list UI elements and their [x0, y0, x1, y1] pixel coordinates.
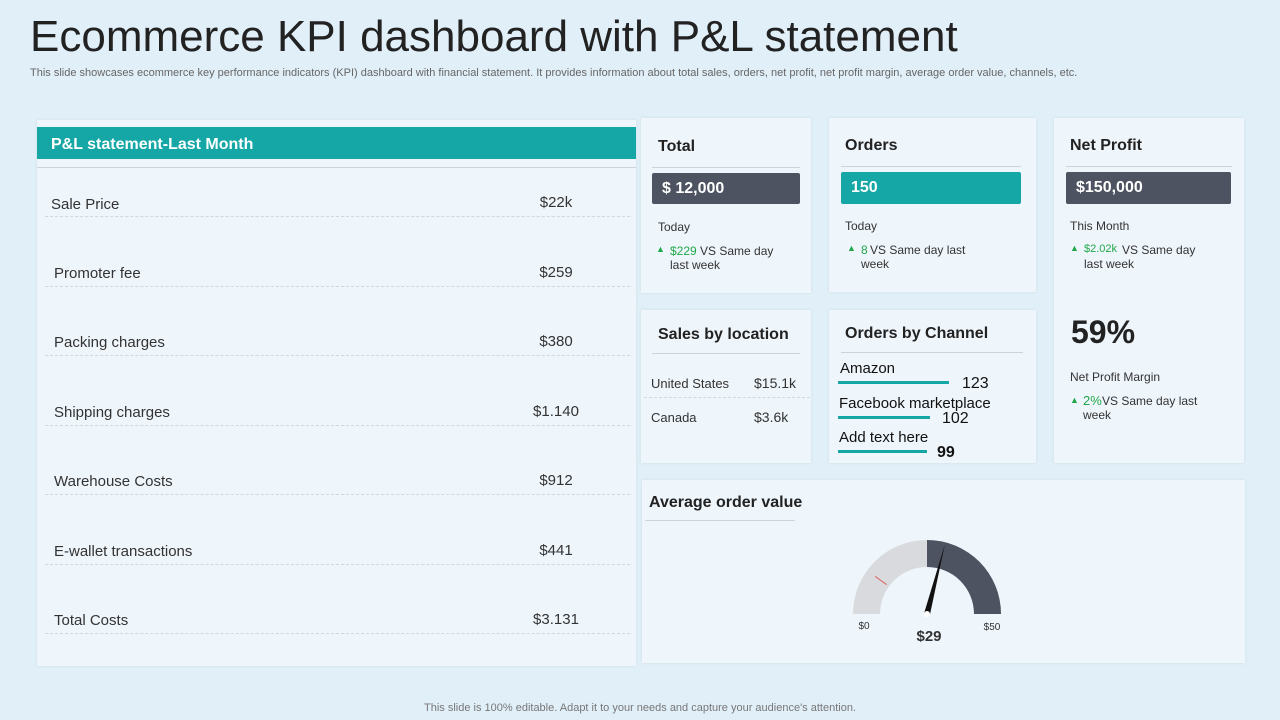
row-divider — [45, 563, 630, 565]
channel-bar — [838, 415, 930, 419]
card-title: Sales by location — [658, 326, 789, 343]
row-divider — [45, 355, 630, 356]
period: Today — [845, 219, 878, 233]
pl-header-bar — [37, 127, 636, 159]
row-value: $259 — [539, 263, 573, 281]
divider — [652, 353, 800, 354]
card-title: Orders by Channel — [845, 325, 989, 342]
change: $2.02k — [1084, 243, 1118, 255]
divider — [645, 520, 795, 521]
gauge-hub — [924, 611, 930, 617]
card-title: Orders — [845, 137, 898, 154]
row-value: $441 — [539, 541, 573, 559]
row-label: Promoter fee — [54, 264, 141, 282]
row-divider — [45, 494, 630, 495]
row-divider — [45, 633, 630, 634]
change-text: VS Same day last week — [861, 243, 966, 271]
gauge-dark — [927, 540, 1001, 614]
change: 8 — [861, 243, 868, 257]
row-label: Total Costs — [54, 612, 129, 629]
margin: 59% — [1071, 314, 1136, 350]
up-icon: ▲ — [847, 243, 856, 253]
net-profit-value: $150,000 — [1066, 172, 1231, 204]
change-text: VS Same day last week — [1084, 243, 1196, 271]
up-icon: ▲ — [656, 244, 665, 254]
channel-bar — [838, 381, 949, 384]
location-value: $3.6k — [754, 409, 789, 425]
gauge-needle — [924, 544, 945, 615]
aov-card — [642, 480, 1245, 663]
gauge-marker — [874, 575, 887, 586]
title: Ecommerce KPI dashboard with P&L stateme… — [30, 12, 958, 61]
row-value: $1.140 — [533, 402, 579, 420]
total-value: $ 12,000 — [652, 173, 800, 204]
margin-label: Net Profit Margin — [1070, 370, 1161, 384]
pl-title: P&L statement-Last Month — [51, 136, 254, 153]
country: Canada — [651, 410, 697, 425]
divider — [1066, 166, 1232, 167]
location-card — [641, 310, 811, 463]
channel-name: Facebook marketplace — [839, 394, 991, 412]
row-label: Warehouse Costs — [54, 473, 173, 490]
channel-value: 123 — [962, 375, 989, 392]
gauge-value: $29 — [916, 628, 941, 645]
period: This Month — [1070, 219, 1130, 233]
row-divider — [644, 397, 810, 398]
gauge-min: $0 — [858, 621, 870, 632]
margin-change-text: VS Same day last week — [1083, 394, 1198, 422]
total-card — [641, 118, 811, 293]
up-icon: ▲ — [1070, 243, 1079, 253]
row-label: Shipping charges — [54, 403, 170, 421]
row-divider — [45, 216, 630, 217]
row-label: Packing charges — [54, 334, 165, 351]
change-text: VS Same day last week — [670, 244, 774, 272]
channel-value: 102 — [942, 409, 969, 427]
channel-bar — [838, 450, 928, 453]
period: Today — [658, 220, 691, 234]
card-title: Net Profit — [1070, 137, 1142, 154]
orders-card — [829, 118, 1036, 292]
row-divider — [45, 424, 630, 426]
channel-name: Add text here — [839, 429, 929, 446]
channel-card — [829, 310, 1036, 463]
margin-change: 2% — [1083, 393, 1102, 408]
row-value: $3.131 — [533, 611, 579, 628]
row-label: Sale Price — [51, 196, 120, 213]
card-title: Total — [658, 138, 696, 155]
pl-card — [37, 120, 636, 666]
divider — [37, 167, 636, 168]
divider — [841, 166, 1021, 167]
row-label: E-wallet transactions — [54, 542, 193, 560]
change: $229 — [670, 244, 697, 258]
gauge: $0 $50 $29 — [853, 540, 1001, 645]
row-divider — [45, 285, 630, 287]
row-value: $380 — [539, 333, 573, 350]
divider — [841, 352, 1023, 353]
country: United States — [651, 376, 730, 391]
row-value: $22k — [539, 194, 573, 211]
orders-value: 150 — [841, 172, 1021, 204]
row-value: $912 — [539, 472, 573, 489]
footer: This slide is 100% editable. Adapt it to… — [424, 702, 856, 714]
gauge-max: $50 — [984, 622, 1001, 633]
channel-name: Amazon — [840, 360, 896, 377]
channel-value: 99 — [937, 444, 955, 461]
up-icon: ▲ — [1070, 395, 1079, 405]
location-value: $15.1k — [754, 375, 797, 391]
subtitle: This slide showcases ecommerce key perfo… — [30, 67, 1078, 79]
card-title: Average order value — [649, 494, 803, 511]
divider — [652, 167, 800, 168]
